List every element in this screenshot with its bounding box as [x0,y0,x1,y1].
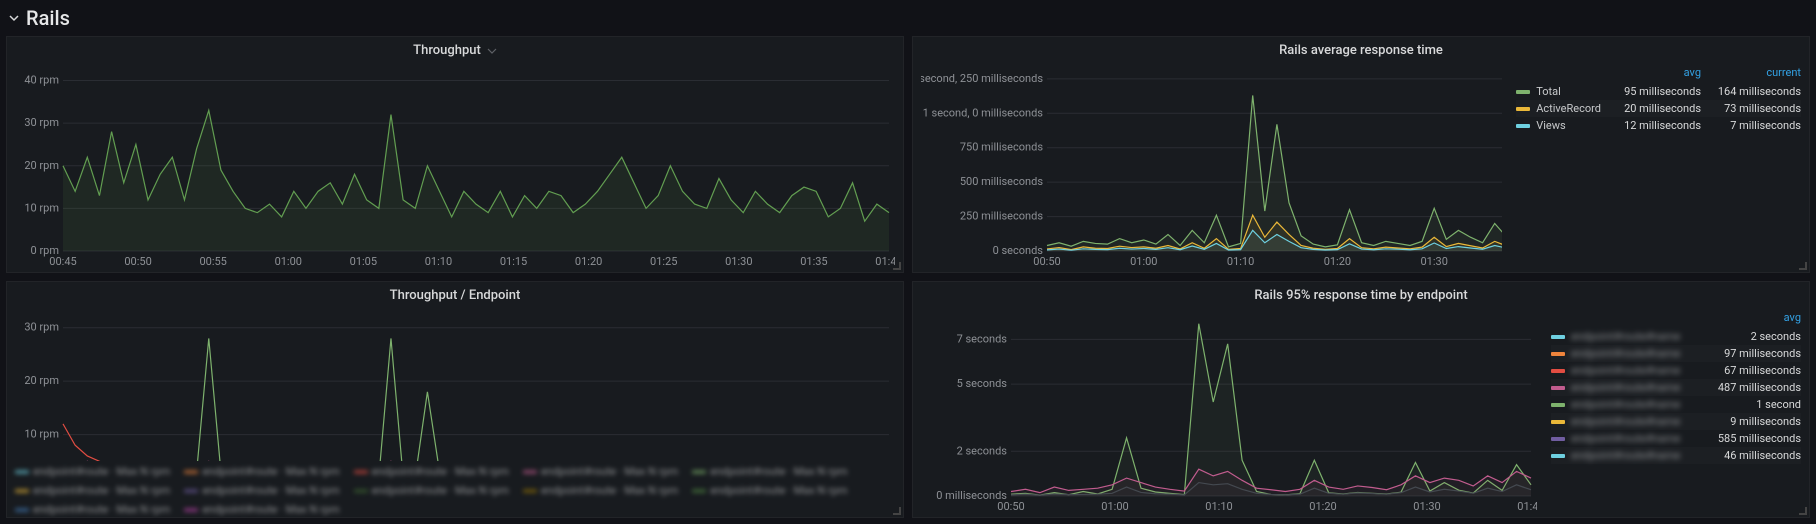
resize-handle[interactable] [893,507,901,515]
svg-text:30 rpm: 30 rpm [24,116,59,129]
panel-title[interactable]: Throughput [7,37,903,62]
svg-text:1 second, 0 milliseconds: 1 second, 0 milliseconds [923,106,1044,119]
chart[interactable]: 0 rpm10 rpm20 rpm30 rpm40 rpm00:4500:500… [7,62,903,269]
svg-text:01:35: 01:35 [800,255,827,268]
svg-text:1 second, 250 milliseconds: 1 second, 250 milliseconds [921,72,1043,85]
legend-row[interactable]: endpoint#route#name67 milliseconds [1551,362,1801,379]
svg-text:01:20: 01:20 [575,255,602,268]
chevron-down-icon [487,46,497,56]
legend-col-avg: avg [1681,311,1801,324]
chart[interactable]: 0 milliseconds2 seconds5 seconds7 second… [913,307,1545,514]
legend-row[interactable]: endpoint#route#name46 milliseconds [1551,447,1801,464]
svg-text:01:30: 01:30 [725,255,752,268]
chart[interactable]: 0 rpm10 rpm20 rpm30 rpm00:4500:5000:5501… [7,307,903,461]
legend-row[interactable]: Views12 milliseconds7 milliseconds [1516,117,1801,134]
svg-text:750 milliseconds: 750 milliseconds [960,141,1043,154]
panel-throughput-endpoint: Throughput / Endpoint 0 rpm10 rpm20 rpm3… [6,281,904,518]
legend-row[interactable]: endpoint#route#name97 milliseconds [1551,345,1801,362]
panel-title[interactable]: Rails 95% response time by endpoint [913,282,1809,307]
legend-col-current: current [1701,66,1801,79]
panel-title-text: Rails 95% response time by endpoint [1254,288,1467,303]
svg-text:10 rpm: 10 rpm [24,201,59,214]
svg-text:01:15: 01:15 [500,255,527,268]
svg-text:01:30: 01:30 [1420,255,1447,268]
svg-text:00:55: 00:55 [199,255,226,268]
svg-text:01:40: 01:40 [1517,500,1537,513]
svg-text:00:50: 00:50 [1033,255,1060,268]
legend-row[interactable]: endpoint#route#name9 milliseconds [1551,413,1801,430]
panel-grid: Throughput 0 rpm10 rpm20 rpm30 rpm40 rpm… [0,36,1816,524]
svg-text:500 milliseconds: 500 milliseconds [960,175,1043,188]
svg-text:01:05: 01:05 [350,255,377,268]
section-title: Rails [26,6,70,30]
svg-text:01:00: 01:00 [1130,255,1157,268]
panel-title[interactable]: Rails average response time [913,37,1809,62]
legend-row[interactable]: endpoint#route#name487 milliseconds [1551,379,1801,396]
legend-col-avg: avg [1601,66,1701,79]
svg-text:01:30: 01:30 [1413,500,1440,513]
svg-text:01:10: 01:10 [1205,500,1232,513]
panel-title-text: Throughput / Endpoint [390,288,521,303]
svg-text:01:20: 01:20 [1324,255,1351,268]
resize-handle[interactable] [1799,507,1807,515]
svg-text:20 rpm: 20 rpm [24,374,59,387]
legend-row[interactable]: endpoint#route#name1 second [1551,396,1801,413]
svg-text:00:50: 00:50 [124,255,151,268]
legend-row[interactable]: endpoint#route#name585 milliseconds [1551,430,1801,447]
legend: avg current Total95 milliseconds164 mill… [1510,62,1809,269]
svg-text:01:25: 01:25 [650,255,677,268]
legend: avg endpoint#route#name2 secondsendpoint… [1545,307,1809,514]
panel-throughput: Throughput 0 rpm10 rpm20 rpm30 rpm40 rpm… [6,36,904,273]
svg-text:20 rpm: 20 rpm [24,159,59,172]
panel-p95-endpoint: Rails 95% response time by endpoint 0 mi… [912,281,1810,518]
panel-title-text: Throughput [413,43,481,58]
resize-handle[interactable] [893,262,901,270]
legend-row[interactable]: endpoint#route#name2 seconds [1551,328,1801,345]
resize-handle[interactable] [1799,262,1807,270]
legend-row[interactable]: ActiveRecord20 milliseconds73 millisecon… [1516,100,1801,117]
legend-row[interactable]: Total95 milliseconds164 milliseconds [1516,83,1801,100]
svg-text:5 seconds: 5 seconds [957,377,1008,390]
panel-title-text: Rails average response time [1279,43,1443,58]
svg-text:01:00: 01:00 [1101,500,1128,513]
svg-text:01:10: 01:10 [425,255,452,268]
svg-text:00:50: 00:50 [997,500,1024,513]
svg-text:30 rpm: 30 rpm [24,321,59,334]
chart[interactable]: 0 seconds250 milliseconds500 millisecond… [913,62,1510,269]
chevron-down-icon [8,12,20,24]
panel-title[interactable]: Throughput / Endpoint [7,282,903,307]
legend: endpoint#route · Max N rpmendpoint#route… [7,461,903,518]
section-header[interactable]: Rails [0,0,1816,36]
svg-text:7 seconds: 7 seconds [957,332,1008,345]
svg-text:250 milliseconds: 250 milliseconds [960,210,1043,223]
svg-text:2 seconds: 2 seconds [957,444,1008,457]
svg-text:01:00: 01:00 [275,255,302,268]
panel-avg-response: Rails average response time 0 seconds250… [912,36,1810,273]
svg-text:40 rpm: 40 rpm [24,74,59,87]
svg-text:01:10: 01:10 [1227,255,1254,268]
svg-text:01:20: 01:20 [1309,500,1336,513]
svg-text:10 rpm: 10 rpm [24,428,59,441]
svg-text:00:45: 00:45 [49,255,76,268]
